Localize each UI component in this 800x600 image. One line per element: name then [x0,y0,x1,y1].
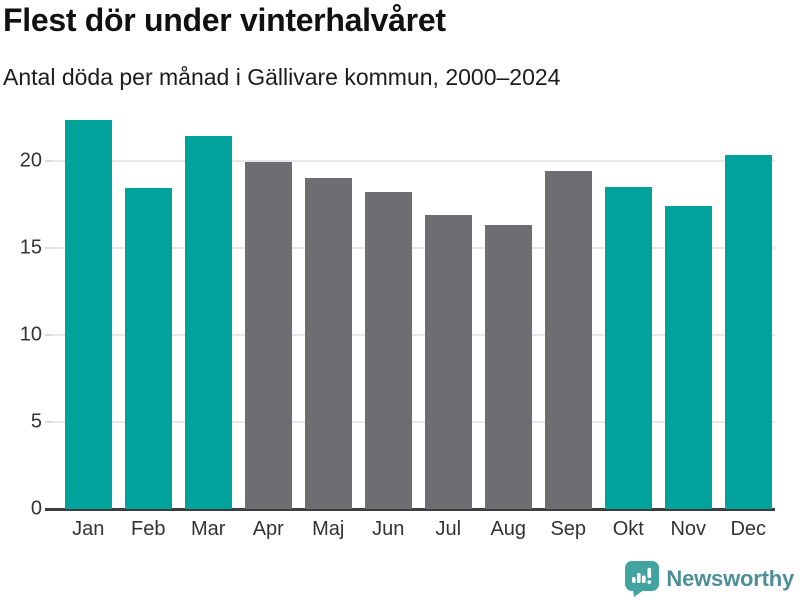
gridline-y-10 [52,333,775,336]
x-axis-label-dec: Dec [730,518,767,540]
bar-feb [124,188,172,509]
y-axis-label-20: 20 [19,149,42,172]
chart-title: Flest dör under vinterhalvåret [3,2,446,38]
newsworthy-logo-icon [625,561,660,597]
x-axis-label-maj: Maj [312,518,345,540]
x-axis-label-mar: Mar [191,518,226,540]
bar-sep [544,170,592,509]
gridline-y-15 [52,246,775,249]
y-axis-label-10: 10 [19,323,42,346]
bar-maj [304,177,352,509]
x-axis-label-sep: Sep [550,518,587,540]
bar-dec [724,155,772,509]
y-axis-label-0: 0 [30,497,42,520]
x-axis-label-jul: Jul [435,518,462,540]
x-axis-label-jan: Jan [72,518,105,540]
chart-subtitle: Antal döda per månad i Gällivare kommun,… [3,64,561,90]
x-axis-labels: Jan Feb Mar Apr Maj Jun Jul Aug Sep Okt Nov Dec [52,518,775,548]
bar-aug [484,225,532,509]
x-axis-label-okt: Okt [612,518,644,540]
newsworthy-logo: Newsworthy [625,561,794,597]
x-axis-label-feb: Feb [131,518,166,540]
bar-nov [664,205,712,509]
x-axis-label-nov: Nov [670,518,707,540]
bar-okt [604,186,652,509]
bar-jan [64,120,112,509]
y-axis-label-5: 5 [30,410,42,433]
plot-area [45,110,775,511]
y-tick-10 [45,333,52,336]
gridline-y-5 [52,420,775,423]
y-tick-20 [45,159,52,162]
x-axis-line [45,508,775,511]
gridline-y-20 [52,159,775,162]
x-axis-label-aug: Aug [490,518,527,540]
x-axis-label-jun: Jun [372,518,405,540]
y-tick-15 [45,246,52,249]
bar-apr [244,162,292,509]
y-axis-labels: 0 5 10 15 20 [0,110,42,519]
bar-jun [364,191,412,509]
bar-jul [424,214,472,509]
x-axis-label-apr: Apr [252,518,284,540]
bar-mar [184,136,232,509]
y-tick-5 [45,420,52,423]
newsworthy-logo-text: Newsworthy [666,566,794,591]
y-axis-label-15: 15 [19,236,42,259]
